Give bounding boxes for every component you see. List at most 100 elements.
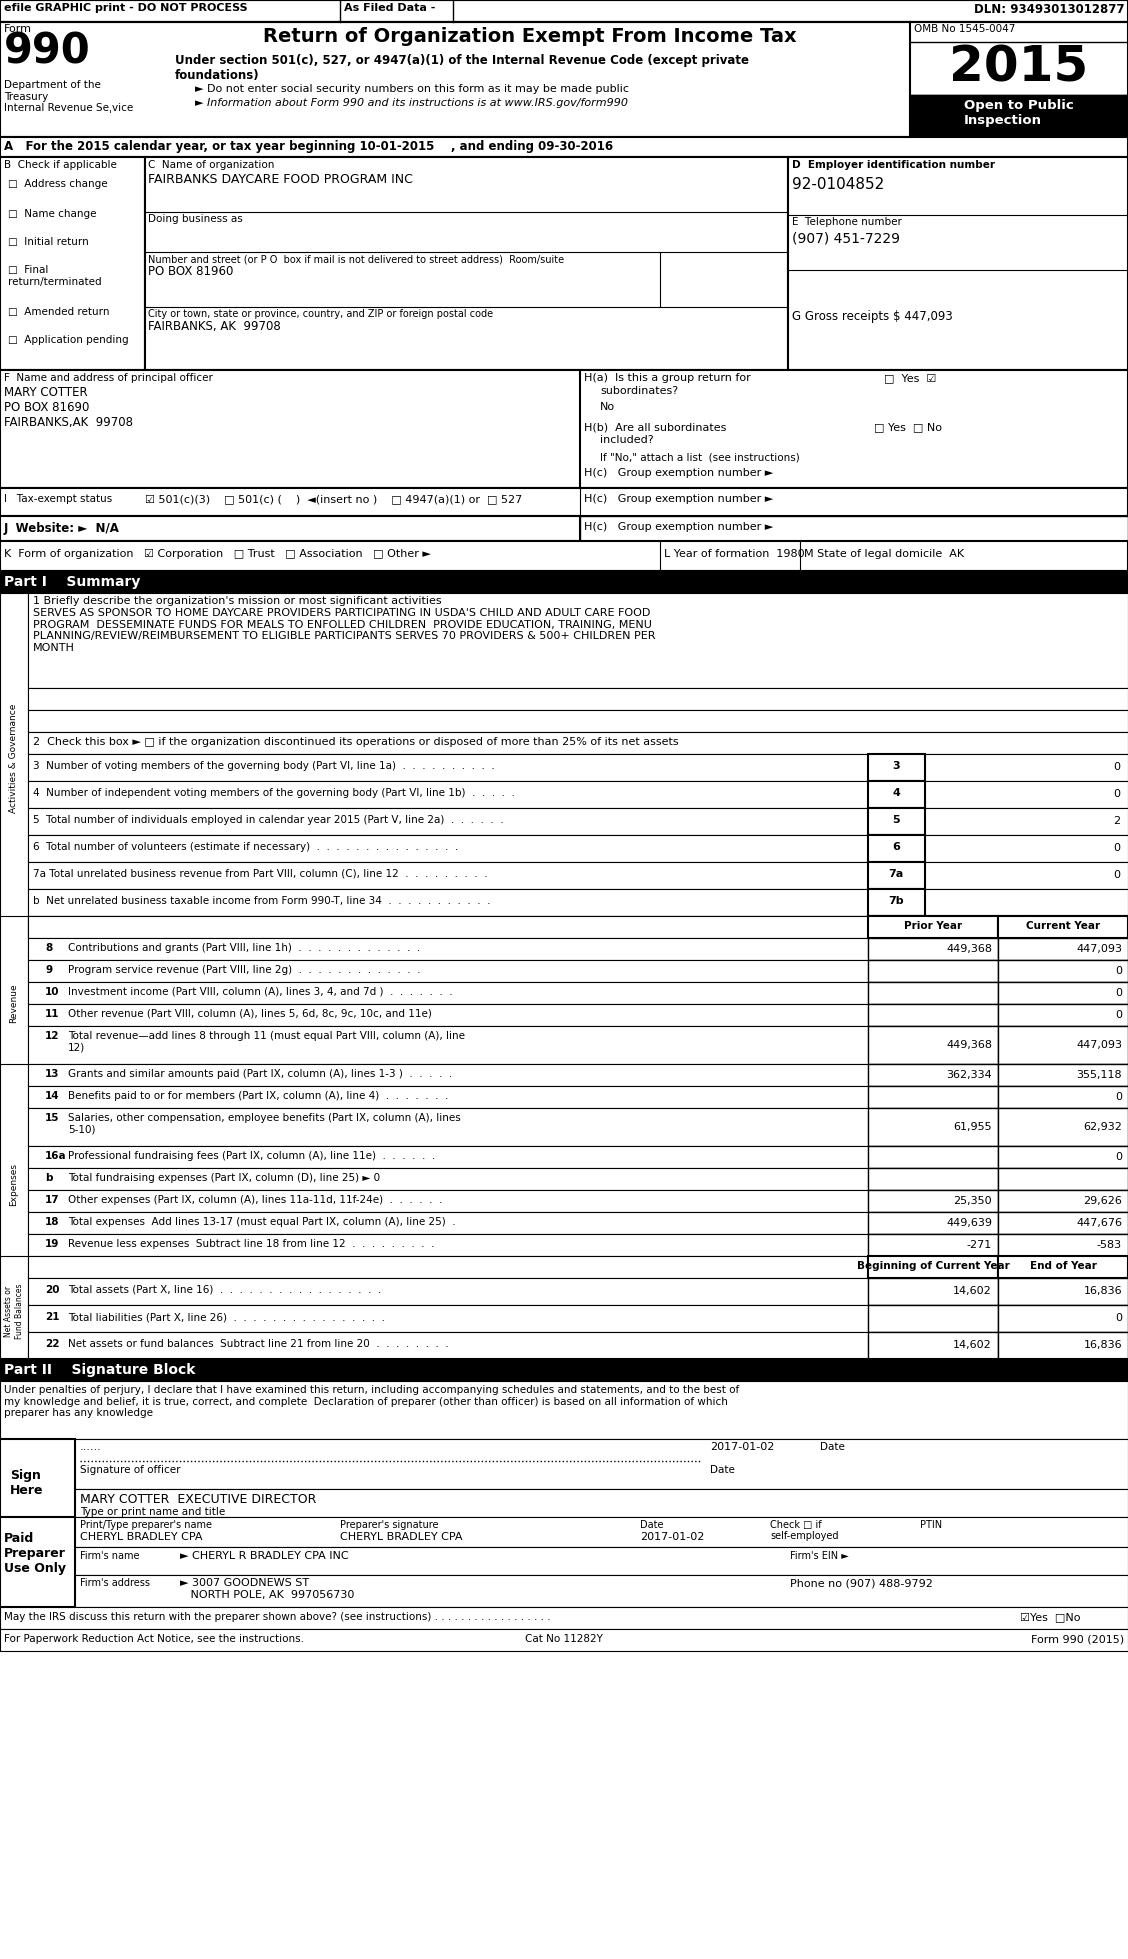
Text: self-employed: self-employed xyxy=(770,1532,838,1542)
Text: CHERYL BRADLEY CPA: CHERYL BRADLEY CPA xyxy=(340,1532,462,1542)
Bar xyxy=(28,1277,869,1305)
Text: E  Telephone number: E Telephone number xyxy=(792,217,902,227)
Text: Firm's EIN ►: Firm's EIN ► xyxy=(790,1552,848,1561)
Bar xyxy=(74,1489,1128,1516)
Text: 7a: 7a xyxy=(889,870,904,880)
Bar xyxy=(28,1213,869,1234)
Text: □  Address change: □ Address change xyxy=(8,178,107,188)
Text: End of Year: End of Year xyxy=(1030,1262,1096,1271)
Bar xyxy=(998,1109,1128,1146)
Bar xyxy=(28,688,1128,709)
Text: □  Amended return: □ Amended return xyxy=(8,308,109,317)
Bar xyxy=(869,917,1026,938)
Bar xyxy=(28,709,1128,733)
Text: 12: 12 xyxy=(45,1030,60,1040)
Text: Contributions and grants (Part VIII, line 1h)  .  .  .  .  .  .  .  .  .  .  .  : Contributions and grants (Part VIII, lin… xyxy=(68,942,421,952)
Bar xyxy=(28,1189,869,1213)
Text: 1 Briefly describe the organization's mission or most significant activities: 1 Briefly describe the organization's mi… xyxy=(33,596,442,605)
Text: 0: 0 xyxy=(1113,842,1120,852)
Text: Print/Type preparer's name: Print/Type preparer's name xyxy=(80,1520,212,1530)
Text: Beginning of Current Year: Beginning of Current Year xyxy=(856,1262,1010,1271)
Text: May the IRS discuss this return with the preparer shown above? (see instructions: May the IRS discuss this return with the… xyxy=(5,1612,550,1622)
Bar xyxy=(0,1360,1128,1381)
Text: Net Assets or
Fund Balances: Net Assets or Fund Balances xyxy=(5,1283,24,1338)
Text: As Filed Data -: As Filed Data - xyxy=(344,4,435,14)
Text: ► 3007 GOODNEWS ST
   NORTH POLE, AK  997056730: ► 3007 GOODNEWS ST NORTH POLE, AK 997056… xyxy=(180,1579,354,1601)
Text: 22: 22 xyxy=(45,1340,60,1350)
Text: Paid
Preparer
Use Only: Paid Preparer Use Only xyxy=(5,1532,67,1575)
Text: ► CHERYL R BRADLEY CPA INC: ► CHERYL R BRADLEY CPA INC xyxy=(180,1552,349,1561)
Text: CHERYL BRADLEY CPA: CHERYL BRADLEY CPA xyxy=(80,1532,203,1542)
Text: Activities & Governance: Activities & Governance xyxy=(9,703,18,813)
Text: Return of Organization Exempt From Income Tax: Return of Organization Exempt From Incom… xyxy=(263,27,796,45)
Text: H(a)  Is this a group return for: H(a) Is this a group return for xyxy=(584,372,751,384)
Text: M State of legal domicile  AK: M State of legal domicile AK xyxy=(804,549,964,558)
Bar xyxy=(869,1213,998,1234)
Text: 0: 0 xyxy=(1114,1011,1122,1021)
Bar xyxy=(869,1277,998,1305)
Bar xyxy=(869,1109,998,1146)
Bar xyxy=(28,1332,869,1360)
Bar xyxy=(28,1234,869,1256)
Bar xyxy=(74,1575,1128,1606)
Text: Cat No 11282Y: Cat No 11282Y xyxy=(525,1634,603,1644)
Text: 14: 14 xyxy=(45,1091,60,1101)
Text: Program service revenue (Part VIII, line 2g)  .  .  .  .  .  .  .  .  .  .  .  .: Program service revenue (Part VIII, line… xyxy=(68,966,421,976)
Bar xyxy=(910,94,1128,137)
Bar xyxy=(869,1305,998,1332)
Bar xyxy=(28,1305,869,1332)
Bar xyxy=(998,1085,1128,1109)
Text: Check □ if: Check □ if xyxy=(770,1520,821,1530)
Bar xyxy=(28,917,869,938)
Text: Current Year: Current Year xyxy=(1026,921,1100,931)
Text: ► Do not enter social security numbers on this form as it may be made public: ► Do not enter social security numbers o… xyxy=(195,84,629,94)
Bar xyxy=(28,862,869,889)
Text: Total revenue—add lines 8 through 11 (must equal Part VIII, column (A), line
12): Total revenue—add lines 8 through 11 (mu… xyxy=(68,1030,465,1052)
Bar xyxy=(998,917,1128,938)
Text: F  Name and address of principal officer: F Name and address of principal officer xyxy=(5,372,213,384)
Bar xyxy=(0,488,1128,515)
Text: 0: 0 xyxy=(1113,789,1120,799)
Text: 17: 17 xyxy=(45,1195,60,1205)
Bar xyxy=(998,1146,1128,1168)
Text: City or town, state or province, country, and ZIP or foreign postal code: City or town, state or province, country… xyxy=(148,310,493,319)
Text: Open to Public
Inspection: Open to Public Inspection xyxy=(964,100,1074,127)
Bar xyxy=(28,1085,869,1109)
Bar xyxy=(580,515,1128,541)
Text: ► Information about Form 990 and its instructions is at www.IRS.gov/form990: ► Information about Form 990 and its ins… xyxy=(195,98,628,108)
Text: 18: 18 xyxy=(45,1217,60,1226)
Bar xyxy=(0,137,1128,157)
Text: FAIRBANKS DAYCARE FOOD PROGRAM INC: FAIRBANKS DAYCARE FOOD PROGRAM INC xyxy=(148,172,413,186)
Bar xyxy=(869,1064,998,1085)
Text: (907) 451-7229: (907) 451-7229 xyxy=(792,231,900,247)
Text: Expenses: Expenses xyxy=(9,1162,18,1205)
Bar xyxy=(0,515,580,541)
Text: 13: 13 xyxy=(45,1070,60,1079)
Bar xyxy=(28,807,869,835)
Text: Preparer's signature: Preparer's signature xyxy=(340,1520,439,1530)
Text: 362,334: 362,334 xyxy=(946,1070,992,1079)
Bar xyxy=(869,1146,998,1168)
Bar xyxy=(869,1234,998,1256)
Bar xyxy=(28,981,869,1005)
Bar xyxy=(0,1440,74,1540)
Text: 62,932: 62,932 xyxy=(1083,1123,1122,1132)
Bar xyxy=(0,541,1128,570)
Text: 990: 990 xyxy=(5,29,90,72)
Text: H(b)  Are all subordinates: H(b) Are all subordinates xyxy=(584,421,726,433)
Text: 0: 0 xyxy=(1114,1091,1122,1103)
Bar xyxy=(869,1027,998,1064)
Text: 0: 0 xyxy=(1114,966,1122,976)
Text: 0: 0 xyxy=(1113,762,1120,772)
Text: □  Application pending: □ Application pending xyxy=(8,335,129,345)
Bar xyxy=(28,1005,869,1027)
Text: SERVES AS SPONSOR TO HOME DAYCARE PROVIDERS PARTICIPATING IN USDA'S CHILD AND AD: SERVES AS SPONSOR TO HOME DAYCARE PROVID… xyxy=(33,607,655,652)
Text: Under penalties of perjury, I declare that I have examined this return, includin: Under penalties of perjury, I declare th… xyxy=(5,1385,739,1418)
Bar xyxy=(998,1332,1128,1360)
Text: 2017-01-02: 2017-01-02 xyxy=(710,1442,775,1452)
Text: Revenue less expenses  Subtract line 18 from line 12  .  .  .  .  .  .  .  .  .: Revenue less expenses Subtract line 18 f… xyxy=(68,1238,434,1250)
Text: C  Name of organization: C Name of organization xyxy=(148,161,274,170)
Text: 10: 10 xyxy=(45,987,60,997)
Text: 4: 4 xyxy=(892,788,900,797)
Text: □  Initial return: □ Initial return xyxy=(8,237,89,247)
